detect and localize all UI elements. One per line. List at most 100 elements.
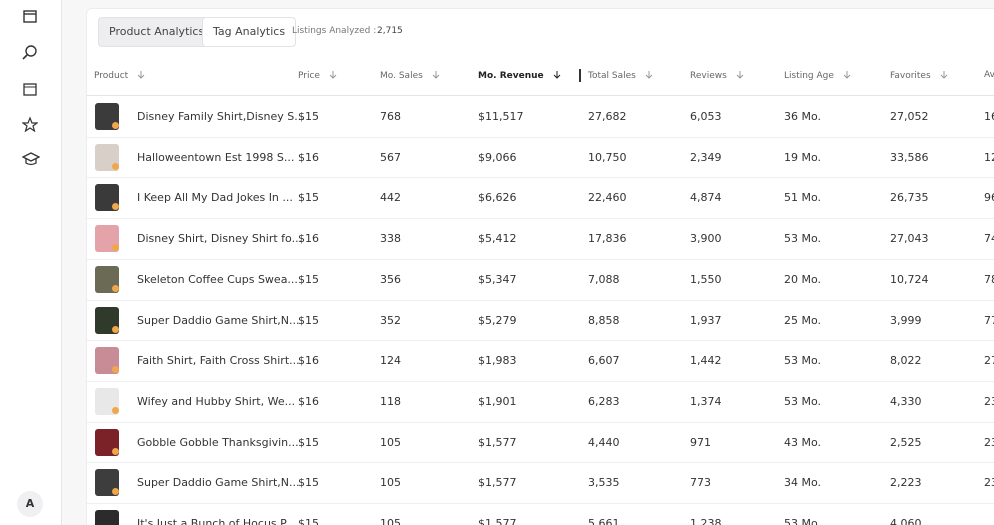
product-name[interactable]: Gobble Gobble Thanksgivin... [137, 435, 299, 449]
product-name[interactable]: I Keep All My Dad Jokes In ... [137, 191, 293, 205]
table-cell: 971 [690, 435, 711, 449]
column-header[interactable]: Av [984, 70, 994, 80]
table-cell: 27,052 [890, 110, 929, 123]
table-cell: 5,661 [588, 517, 620, 525]
row-divider [87, 462, 994, 464]
sort-arrow[interactable] [842, 70, 852, 79]
column-header[interactable]: Reviews [690, 70, 745, 81]
row-divider [87, 136, 994, 138]
header-divider [87, 95, 994, 96]
sort-arrow[interactable] [328, 70, 338, 79]
table-cell: 23 [984, 394, 994, 408]
column-header[interactable]: Product [94, 70, 146, 81]
sort-arrow[interactable] [735, 70, 745, 79]
product-image[interactable] [95, 510, 119, 525]
badge [112, 447, 119, 455]
sort-arrow[interactable] [552, 70, 562, 79]
table-cell: 105 [380, 517, 401, 525]
badge [112, 325, 119, 333]
column-header[interactable]: Listing Age [784, 70, 852, 81]
tab[interactable]: Tag Analytics [202, 17, 297, 47]
calendar-icon[interactable] [22, 81, 38, 97]
table-cell: 105 [380, 435, 401, 449]
table-cell: 27,682 [588, 110, 627, 123]
badge [112, 122, 119, 129]
table-cell: $15 [298, 272, 319, 286]
table-cell: $15 [298, 435, 319, 449]
badge [112, 162, 119, 170]
table-cell: $5,279 [478, 313, 517, 327]
table-cell: 442 [380, 191, 401, 205]
table-cell: 96 [984, 191, 994, 205]
table-cell: 4,874 [690, 191, 722, 205]
column-header[interactable]: Total Sales [588, 70, 654, 81]
avatar[interactable]: A [17, 491, 43, 517]
listings-value: 2,715 [377, 26, 403, 36]
panel [86, 8, 994, 525]
table-cell: $1,577 [478, 435, 517, 449]
product-name[interactable]: Super Daddio Game Shirt,N... [137, 313, 300, 327]
table-cell: 3,535 [588, 476, 620, 490]
sort-arrow[interactable] [644, 70, 654, 79]
table-cell: $15 [298, 517, 319, 525]
badge [112, 488, 119, 496]
table-cell: 77 [984, 313, 994, 327]
product-name[interactable]: Skeleton Coffee Cups Swea... [137, 272, 298, 286]
product-name[interactable]: Wifey and Hubby Shirt, We... [137, 394, 296, 408]
table-cell: 1,442 [690, 354, 722, 368]
table-cell: $1,577 [478, 476, 517, 490]
table-cell: 33,586 [890, 150, 929, 164]
table-cell: 356 [380, 272, 401, 286]
table-cell: 1,374 [690, 394, 722, 408]
table-cell: 27 [984, 354, 994, 368]
star-icon[interactable] [22, 116, 38, 132]
tab[interactable]: Product Analytics [98, 17, 216, 47]
table-cell: 4,440 [588, 435, 620, 449]
table-cell: 10,750 [588, 150, 627, 164]
table-cell: 23 [984, 476, 994, 490]
sort-arrow[interactable] [939, 70, 949, 79]
row-divider [87, 218, 994, 220]
column-resizer[interactable] [579, 69, 581, 82]
badge [112, 406, 119, 414]
column-header[interactable]: Favorites [890, 70, 949, 81]
table-cell: 34 Mo. [784, 476, 822, 490]
column-header[interactable]: Mo. Sales [380, 70, 441, 81]
badge [112, 244, 119, 252]
table-cell: 26,735 [890, 191, 929, 205]
sort-arrow[interactable] [136, 70, 146, 79]
column-header[interactable]: Mo. Revenue [478, 70, 562, 81]
store-icon[interactable] [22, 8, 38, 24]
table-cell: 4,060 [890, 517, 922, 525]
table-cell: 27,043 [890, 232, 929, 246]
product-name[interactable]: Disney Shirt, Disney Shirt fo... [137, 232, 303, 246]
table-cell: 1,937 [690, 313, 722, 327]
table-cell: 1,238 [690, 517, 722, 525]
row-divider [87, 380, 994, 382]
search-icon[interactable] [22, 44, 38, 60]
badge [112, 203, 119, 211]
table-cell: 20 Mo. [784, 272, 822, 286]
table-cell: 25 Mo. [784, 313, 822, 327]
table-cell: 53 Mo. [784, 517, 822, 525]
table-cell: $15 [298, 476, 319, 490]
table-cell: 2,525 [890, 435, 922, 449]
course-icon[interactable] [22, 151, 40, 167]
table-cell: 7,088 [588, 272, 620, 286]
sort-arrow[interactable] [431, 70, 441, 79]
table-cell: $1,983 [478, 354, 517, 368]
product-name[interactable]: Halloweentown Est 1998 S... [137, 150, 295, 164]
sidebar: A [0, 0, 62, 525]
product-name[interactable]: Disney Family Shirt,Disney S... [137, 110, 305, 123]
table-cell: 12 [984, 150, 994, 164]
table-cell: $1,577 [478, 517, 517, 525]
row-divider [87, 340, 994, 342]
table-cell: 3,900 [690, 232, 722, 246]
product-name[interactable]: Faith Shirt, Faith Cross Shirt... [137, 354, 300, 368]
table-cell: 338 [380, 232, 401, 246]
column-header[interactable]: Price [298, 70, 338, 81]
product-name[interactable]: Super Daddio Game Shirt,N... [137, 476, 300, 490]
product-name[interactable]: It's Just a Bunch of Hocus P... [137, 517, 296, 525]
table-cell: 17,836 [588, 232, 627, 246]
